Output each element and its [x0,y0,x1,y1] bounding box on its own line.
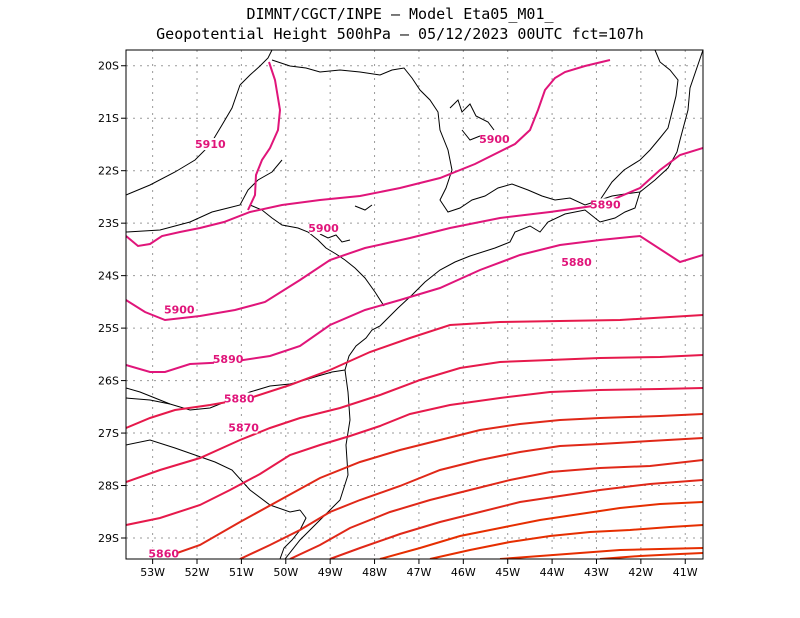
border-sc-rs [126,439,301,513]
contour-5780 [499,547,703,559]
border-mg-rj-es [599,50,679,201]
tick-label-lon: 43W [584,566,609,579]
tick-label-lon: 46W [451,566,476,579]
border-sp-mg [271,59,641,213]
contour-5880-north [126,234,703,373]
contour-5800 [379,501,703,559]
border-mg-go [239,50,273,86]
contour-label-bg [196,138,225,151]
contour-label-bg [214,353,243,366]
lagoon [279,509,307,559]
contour-label-bg [165,303,194,316]
map-gridlines [126,50,703,559]
contour-label: 5880 [561,256,592,269]
tick-label-lat: 25S [98,322,119,335]
tick-label-lat: 23S [98,217,119,230]
contour-label-bg [225,392,254,405]
tick-label-lon: 45W [495,566,520,579]
tick-label-lon: 41W [673,566,698,579]
tick-label-lon: 44W [540,566,565,579]
tick-label-lon: 48W [362,566,387,579]
border-argentina [126,387,171,405]
tick-label-lat: 26S [98,375,119,388]
contour-label: 5890 [590,198,621,211]
contour-5870 [126,314,703,429]
contour-label-bg [309,222,338,235]
contour-label-bg [149,547,178,560]
contour-label: 5900 [164,303,195,316]
tick-label-lat: 27S [98,427,119,440]
contour-5860 [126,354,703,483]
chart-title-line1: DIMNT/CGCT/INPE – Model Eta05_M01_ [246,5,554,23]
tick-label-lat: 24S [98,270,119,283]
border-ms-pr [126,159,283,233]
tick-label-lat: 22S [98,165,119,178]
border-ms-go [126,84,241,196]
coastline [284,50,703,559]
contour-lines [126,59,703,559]
contour-label: 5900 [308,222,339,235]
contour-5900-north [126,59,611,248]
contour-5810 [329,479,703,559]
contour-5890-north [126,147,703,322]
contour-label: 5910 [195,138,226,151]
river-parana [319,99,495,243]
tick-label-lat: 20S [98,60,119,73]
map-boundaries [126,50,703,559]
contour-5820 [289,459,703,559]
contour-5850 [126,387,703,526]
contour-label: 5890 [213,353,244,366]
contour-5790 [429,524,703,559]
map-frame [125,49,704,560]
contour-label-bg [229,421,258,434]
contour-5910 [247,61,282,211]
contour-label-bg [562,256,591,269]
contour-label-bg [480,132,509,145]
tick-label-lon: 51W [229,566,254,579]
axis-ticks: 53W 52W 51W 50W 49W 48W 47W 46W 45W 44W 43W 42W 41W 2… [98,60,698,579]
contour-label: 5870 [228,421,259,434]
contour-labels: 5910 5900 5900 5890 5900 5880 5890 5880 5870 5860 [148,132,621,560]
contour-label: 5860 [148,547,179,560]
tick-label-lon: 53W [140,566,165,579]
tick-label-lon: 49W [318,566,343,579]
tick-label-lon: 50W [273,566,298,579]
contour-5840 [159,413,703,559]
contour-label: 5900 [479,133,510,146]
tick-label-lat: 21S [98,112,119,125]
tick-label-lon: 42W [628,566,653,579]
tick-label-lon: 47W [407,566,432,579]
contour-label: 5880 [224,393,255,406]
chart-title-line2: Geopotential Height 500hPa – 05/12/2023 … [156,25,644,43]
contour-label-bg [591,198,620,211]
contour-5770 [599,552,703,559]
border-pr-sp [249,204,385,307]
tick-label-lat: 28S [98,480,119,493]
tick-label-lat: 29S [98,532,119,545]
contour-5830 [239,437,703,559]
tick-label-lon: 52W [185,566,210,579]
